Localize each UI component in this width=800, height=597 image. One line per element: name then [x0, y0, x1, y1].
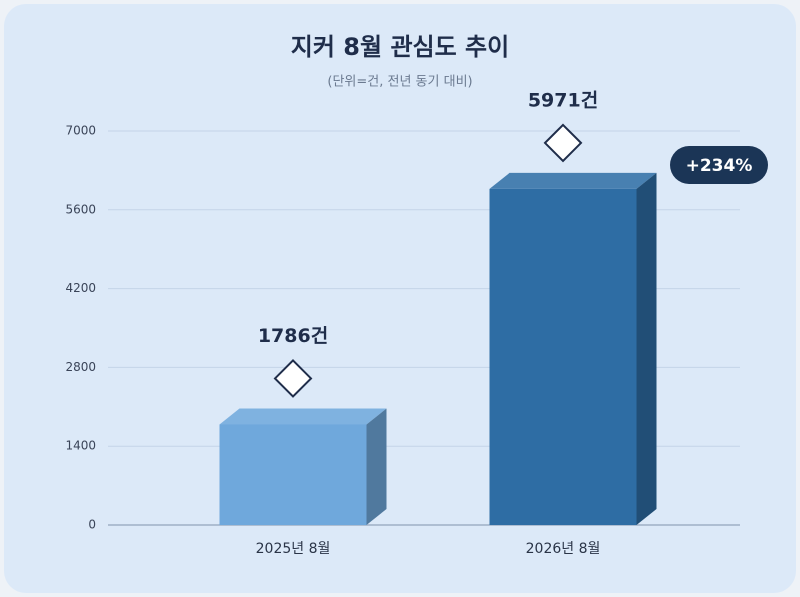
annotation: +234% — [686, 156, 753, 176]
x-tick-label: 2025년 8월 — [256, 541, 331, 557]
annotation-pill — [670, 146, 768, 184]
diamond-marker — [273, 359, 313, 398]
bar — [219, 424, 367, 525]
y-tick-label: 0 — [88, 518, 96, 532]
bar-top — [219, 408, 387, 425]
diamond-marker — [543, 123, 583, 163]
bar-top — [489, 172, 657, 189]
bar — [489, 188, 637, 525]
y-tick-label: 2800 — [65, 360, 96, 374]
y-tick-label: 1400 — [65, 439, 96, 453]
y-tick-label: 7000 — [65, 124, 96, 138]
bar-side — [636, 172, 657, 525]
chart-title: 지커 8월 관심도 추이 — [291, 33, 509, 61]
card — [4, 4, 796, 593]
x-tick-label: 2026년 8월 — [526, 541, 601, 557]
y-tick-label: 4200 — [65, 281, 96, 295]
bar-side — [366, 408, 387, 525]
value-label: 1786건 — [258, 325, 328, 347]
value-label: 5971건 — [528, 89, 598, 111]
y-tick-label: 5600 — [65, 202, 96, 216]
chart-subtitle: (단위=건, 전년 동기 대비) — [327, 75, 472, 90]
